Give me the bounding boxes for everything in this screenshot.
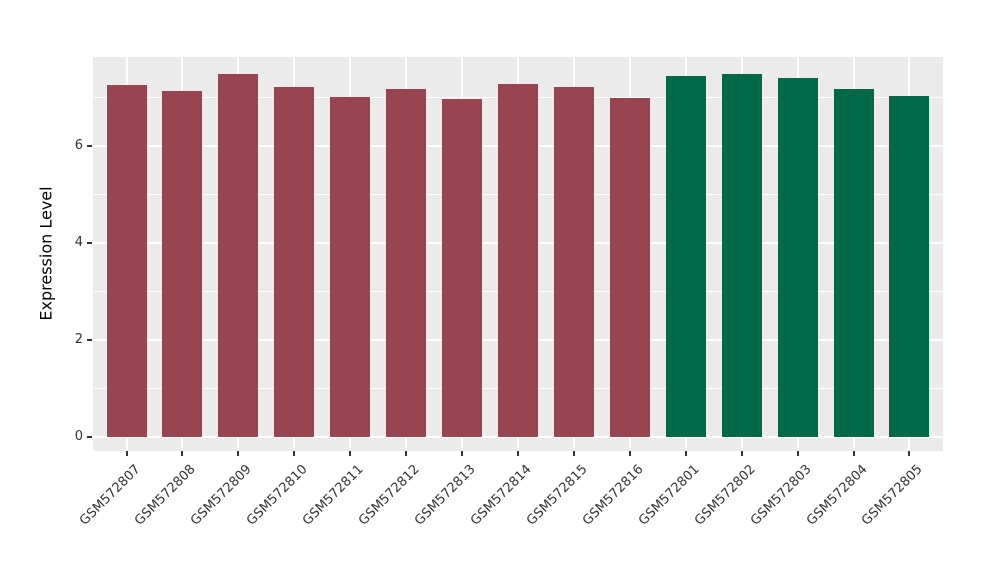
bar-GSM572810 [274,86,315,437]
y-tick-mark-4 [87,242,92,244]
x-tick-mark-GSM572803 [796,451,799,456]
bar-GSM572807 [106,85,147,437]
x-tick-mark-GSM572809 [237,451,240,456]
x-tick-label: GSM572807 [76,462,144,529]
x-tick-mark-GSM572811 [349,451,352,456]
bar-GSM572809 [218,74,259,437]
x-tick-mark-GSM572808 [181,451,184,456]
x-tick-mark-GSM572801 [684,451,687,456]
bar-GSM572804 [833,88,874,437]
y-tick-mark-2 [87,339,92,341]
y-tick-mark-0 [87,436,92,438]
x-tick-mark-GSM572807 [125,451,128,456]
bar-GSM572814 [498,83,538,437]
bar-GSM572803 [777,78,818,437]
y-tick-label: 2 [74,332,83,347]
x-tick-mark-GSM572815 [572,451,575,456]
y-tick-label: 4 [74,235,83,250]
bar-GSM572805 [889,96,930,437]
y-tick-label: 0 [74,429,83,444]
bar-GSM572811 [330,97,371,437]
x-tick-mark-GSM572810 [293,451,296,456]
plot-panel [93,57,943,451]
bar-GSM572812 [386,89,427,437]
x-tick-mark-GSM572816 [628,451,631,456]
x-tick-mark-GSM572805 [908,451,911,456]
y-tick-label: 6 [74,138,83,153]
y-tick-mark-6 [87,145,92,147]
x-tick-mark-GSM572813 [461,451,464,456]
x-tick-mark-GSM572812 [405,451,408,456]
bar-GSM572815 [553,86,594,437]
x-tick-mark-GSM572814 [517,451,519,456]
bar-GSM572802 [721,74,762,437]
bar-GSM572813 [442,99,483,437]
bar-GSM572808 [162,91,203,437]
x-tick-mark-GSM572802 [740,451,743,456]
bar-GSM572816 [609,97,650,437]
bar-GSM572801 [665,76,706,437]
x-tick-mark-GSM572804 [852,451,855,456]
